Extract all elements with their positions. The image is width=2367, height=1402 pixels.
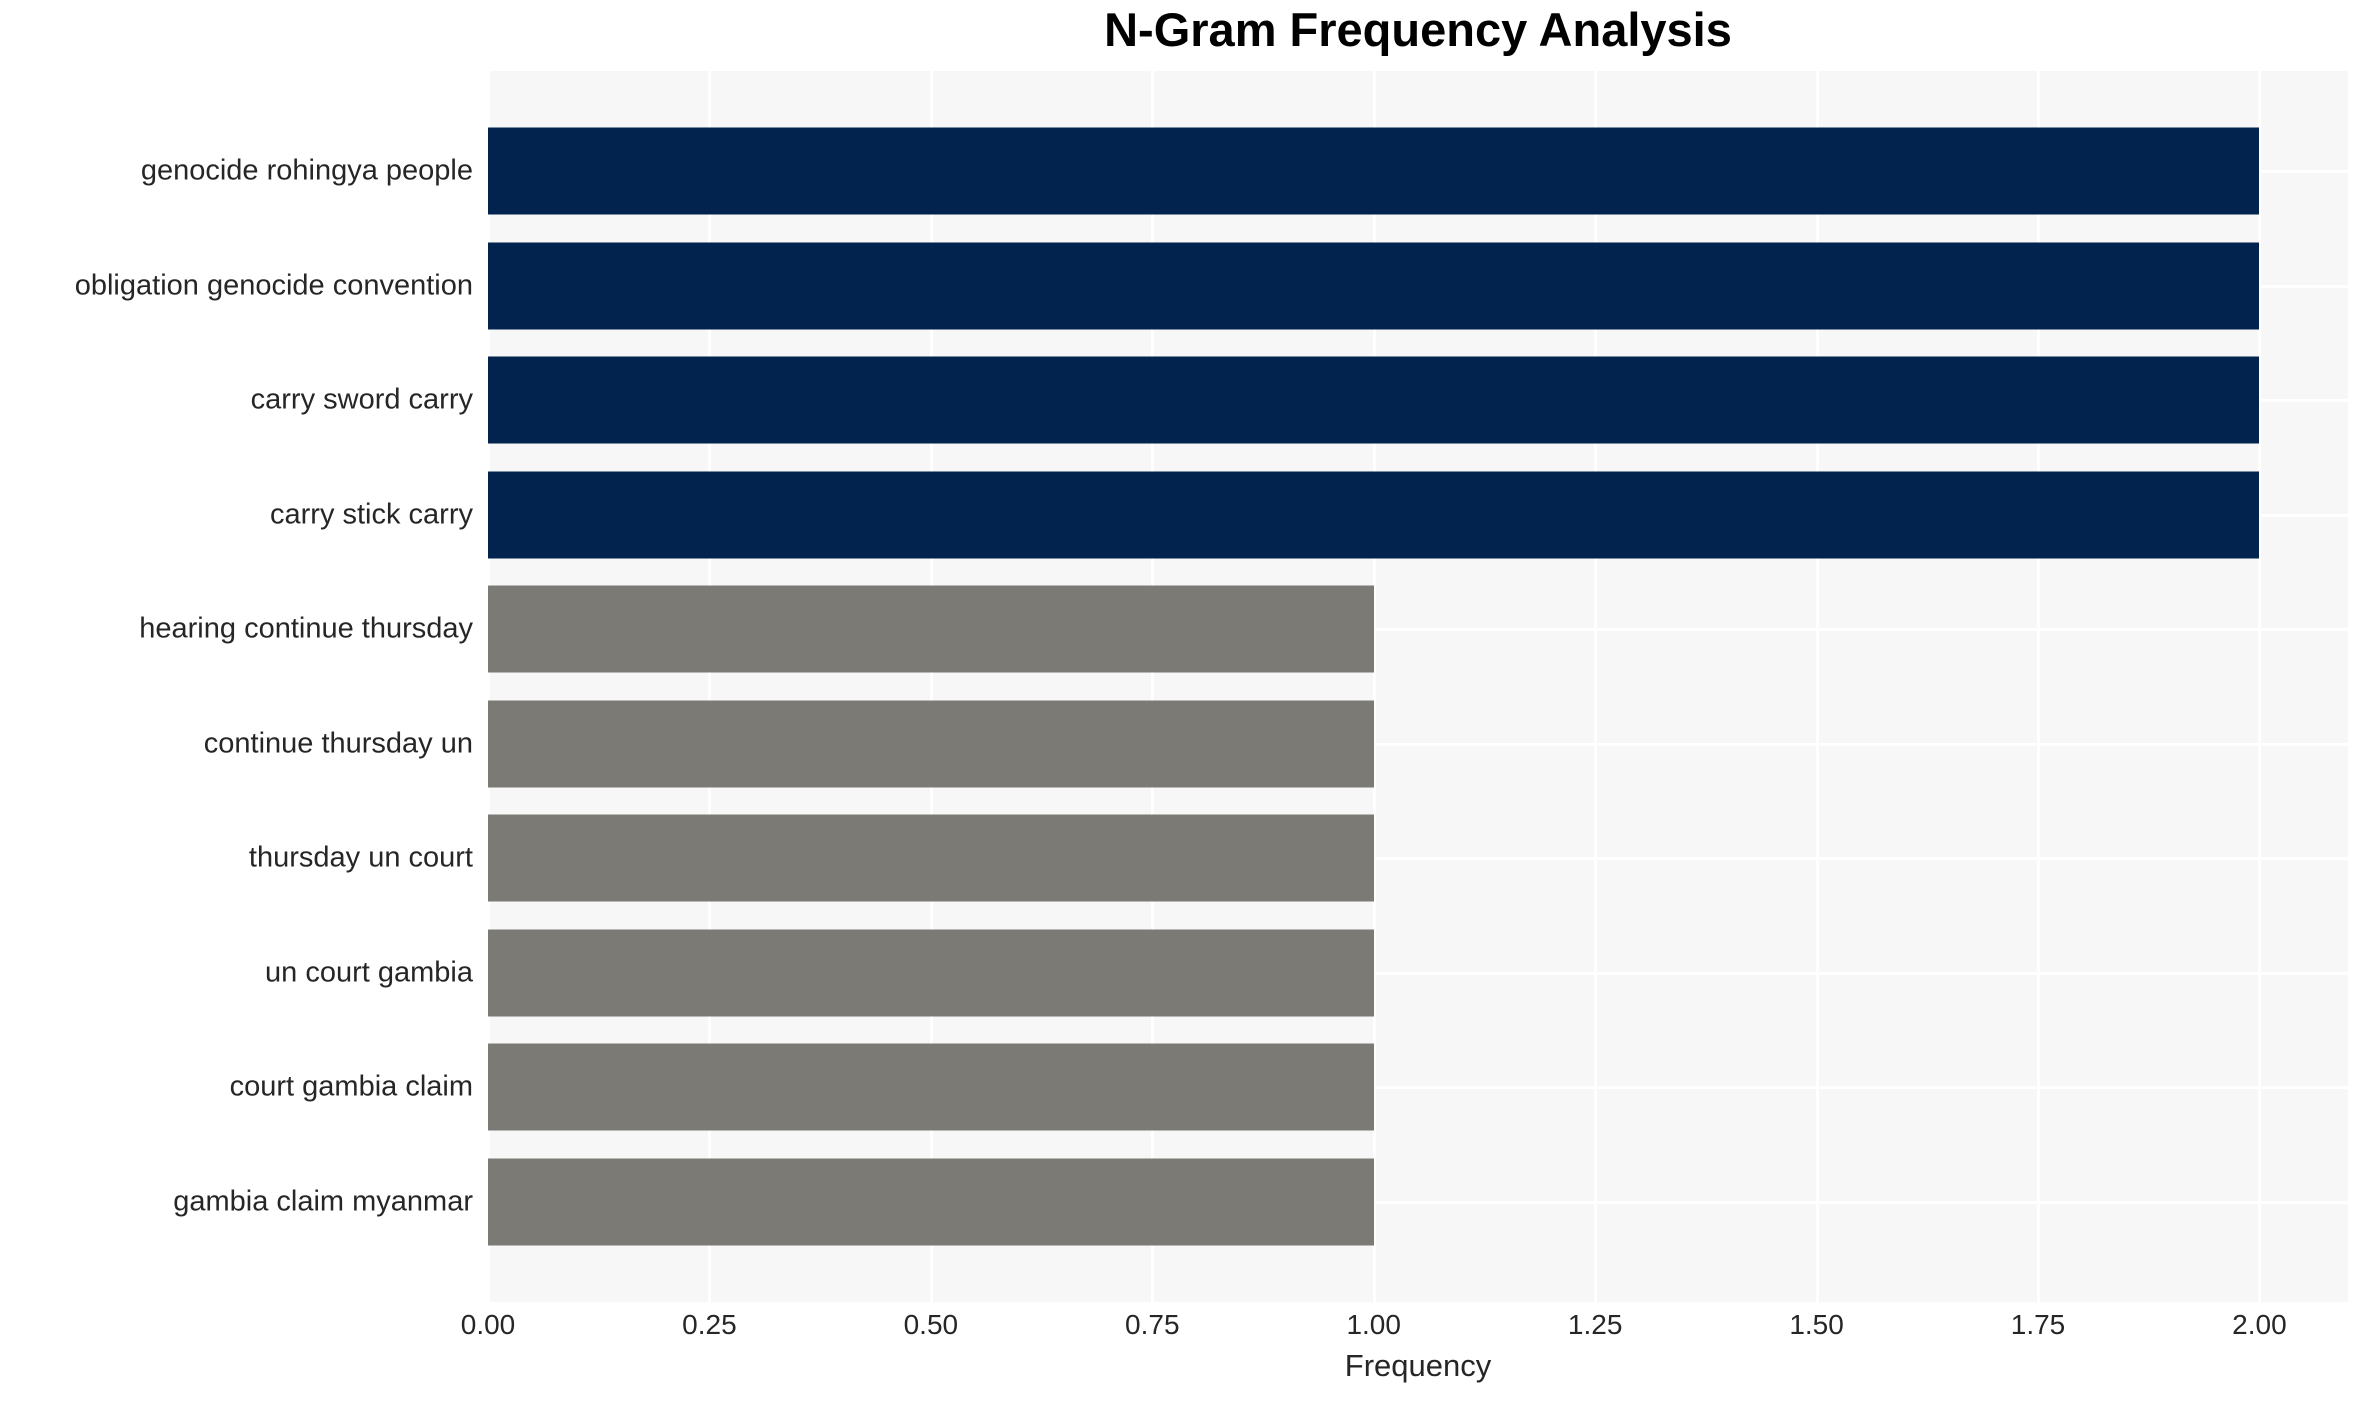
y-axis-category-label: hearing continue thursday: [139, 612, 473, 645]
y-axis-category-label: continue thursday un: [203, 727, 473, 760]
x-axis-tick-label: 1.75: [2010, 1309, 2066, 1340]
chart-title: N-Gram Frequency Analysis: [1104, 3, 1732, 56]
bar-row: un court gambia: [265, 916, 2348, 1031]
bar-row: genocide rohingya people: [141, 114, 2348, 229]
bar-row: carry sword carry: [251, 343, 2348, 458]
bar-row: court gambia claim: [230, 1030, 2348, 1145]
x-axis-tick-label: 0.25: [682, 1309, 737, 1340]
bar-rows: genocide rohingya people obligation genoc…: [75, 114, 2348, 1260]
bar: [488, 814, 1374, 902]
gridline-horizontal: [488, 1086, 2348, 1090]
x-axis-tick-label: 0.00: [460, 1309, 516, 1340]
bar: [488, 1158, 1374, 1246]
y-axis-category-label: gambia claim myanmar: [173, 1185, 473, 1218]
gridline-horizontal: [488, 971, 2348, 975]
plot-area: genocide rohingya people obligation genoc…: [75, 71, 2348, 1302]
bar-row: continue thursday un: [204, 687, 2348, 802]
bar-row: gambia claim myanmar: [173, 1145, 2348, 1260]
gridline-vertical: [2258, 71, 2262, 1302]
x-axis-tick-labels: 0.00 0.25 0.50 0.75 1.00 1.25 1.50 1.75 2.00: [461, 1309, 2348, 1345]
gridline-vertical: [1815, 71, 1819, 1302]
y-axis-category-label: thursday un court: [248, 841, 473, 874]
gridline-horizontal: [488, 742, 2348, 746]
x-axis-tick-label: 1.50: [1789, 1309, 1844, 1340]
y-axis-category-label: carry sword carry: [250, 383, 473, 416]
bar: [488, 356, 2260, 444]
bar-row: carry stick carry: [270, 458, 2348, 573]
bar-row: thursday un court: [249, 801, 2348, 916]
gridline-vertical: [2037, 71, 2040, 1302]
y-axis-category-label: obligation genocide convention: [74, 269, 473, 302]
x-axis-label: Frequency: [1344, 1348, 1492, 1383]
bar: [488, 1043, 1374, 1131]
x-axis-tick-label: 0.50: [903, 1309, 959, 1340]
bar: [488, 585, 1374, 673]
y-axis-category-label: genocide rohingya people: [140, 154, 473, 187]
bar: [488, 242, 2260, 330]
y-axis-category-label: carry stick carry: [270, 498, 473, 531]
x-axis-tick-label: 1.00: [1346, 1309, 1401, 1340]
y-axis-category-label: un court gambia: [265, 956, 473, 989]
gridline-horizontal: [488, 628, 2348, 632]
bar: [488, 700, 1374, 788]
gridline-vertical: [1594, 71, 1598, 1302]
x-axis-tick-label: 2.00: [2232, 1309, 2287, 1340]
bar: [488, 471, 2260, 559]
y-axis-category-label: court gambia claim: [229, 1070, 473, 1103]
gridline-vertical: [929, 71, 933, 1302]
bar-row: hearing continue thursday: [139, 572, 2348, 687]
bar-row: obligation genocide convention: [75, 229, 2348, 344]
gridline-vertical: [1372, 71, 1376, 1302]
gridline-vertical: [1151, 71, 1155, 1302]
x-axis-tick-label: 0.75: [1125, 1309, 1180, 1340]
bar: [488, 127, 2260, 215]
gridline-horizontal: [488, 1200, 2348, 1204]
x-axis-tick-label: 1.25: [1567, 1309, 1623, 1340]
gridline-vertical: [487, 71, 490, 1302]
bar: [488, 929, 1374, 1017]
gridline-horizontal: [488, 857, 2348, 861]
gridline-vertical: [708, 71, 712, 1302]
